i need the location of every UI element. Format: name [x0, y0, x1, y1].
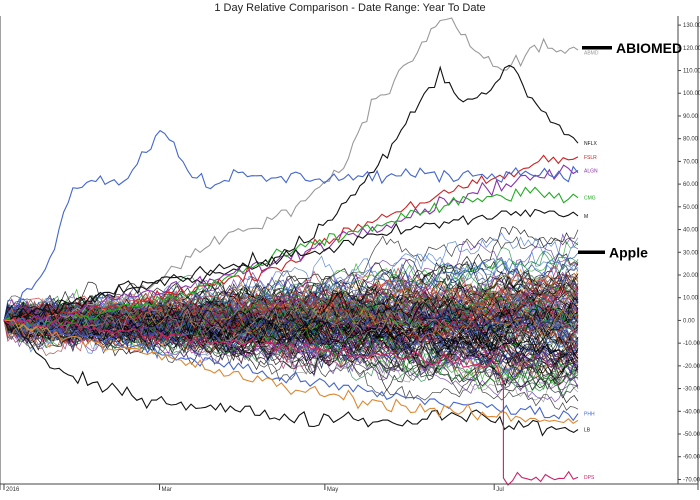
axes-group: 130.00 120.00 110.00 100.00 90.00 80.00 70.00 6… [0, 16, 700, 493]
annotation-label: ABIOMED [616, 40, 682, 56]
series-label-phh: PHH [584, 412, 595, 418]
y-tick-label: 130.00 [683, 23, 700, 29]
annotation-label: Apple [609, 244, 648, 260]
y-tick-label: -10.00 [683, 341, 700, 347]
x-tick-label: Mar [162, 487, 172, 493]
background-series-line [3, 232, 579, 337]
background-series-line [3, 285, 579, 342]
series-line-dps [3, 316, 579, 486]
series-label-dps: DPS [584, 475, 595, 481]
background-series-line [3, 300, 579, 374]
y-tick-label: 120.00 [683, 46, 700, 52]
series-label-fslr: FSLR [584, 155, 597, 161]
y-tick-label: -20.00 [683, 364, 700, 370]
series-line-nflx [3, 64, 579, 323]
series-line-unlabeled-4 [3, 129, 579, 321]
y-tick-label: 100.00 [683, 91, 700, 97]
series-label-cmg: CMG [584, 196, 596, 202]
y-tick-label: 50.00 [683, 205, 699, 211]
series-labels-group: ABMD NFLX FSLR ALGN CMG M LB PHH DPS [584, 50, 599, 481]
series-line-fslr [3, 154, 579, 325]
series-line-m [3, 208, 579, 322]
y-tick-label: 30.00 [683, 250, 699, 256]
background-series-line [3, 247, 579, 343]
x-tick-label: May [327, 487, 338, 493]
y-tick-label: 80.00 [683, 137, 699, 143]
y-tick-label: 40.00 [683, 228, 699, 234]
background-series-line [3, 300, 579, 349]
chart-title: 1 Day Relative Comparison - Date Range: … [214, 2, 486, 14]
background-series-line [3, 260, 579, 332]
background-series-group [3, 226, 579, 411]
y-tick-label: 110.00 [683, 69, 700, 75]
background-series-line [3, 308, 579, 375]
series-label-lb: LB [584, 427, 591, 433]
series-line-phh [3, 317, 579, 422]
y-tick-label: -60.00 [683, 455, 700, 461]
x-tick-label: 2016 [6, 487, 20, 493]
y-tick-label: -70.00 [683, 477, 700, 483]
series-label-abmd: ABMD [584, 50, 599, 56]
series-label-nflx: NFLX [584, 141, 597, 147]
y-tick-label: 10.00 [683, 296, 699, 302]
y-tick-label: 90.00 [683, 114, 699, 120]
series-line-unlabeled-9 [3, 319, 579, 424]
y-tick-label: 60.00 [683, 182, 699, 188]
series-line-algn [3, 164, 579, 326]
background-series-line [3, 304, 579, 390]
background-series-line [3, 273, 579, 336]
y-tick-label: 0.00 [683, 318, 695, 324]
background-series-line [3, 305, 579, 370]
background-series-line [3, 304, 579, 349]
y-tick-label: -40.00 [683, 409, 700, 415]
y-tick-label: 20.00 [683, 273, 699, 279]
y-tick-label: 70.00 [683, 159, 699, 165]
series-label-algn: ALGN [584, 168, 598, 174]
highlight-series-group [3, 17, 579, 486]
x-tick-label: Jul [496, 487, 504, 493]
series-line-cmg [3, 186, 579, 327]
y-tick-label: -50.00 [683, 432, 700, 438]
series-label-m: M [584, 214, 588, 220]
background-series-line [3, 304, 579, 348]
annotations-group: ABIOMED Apple [578, 40, 682, 260]
background-series-line [3, 304, 579, 399]
series-line-lb [3, 320, 579, 437]
y-tick-label: -30.00 [683, 387, 700, 393]
